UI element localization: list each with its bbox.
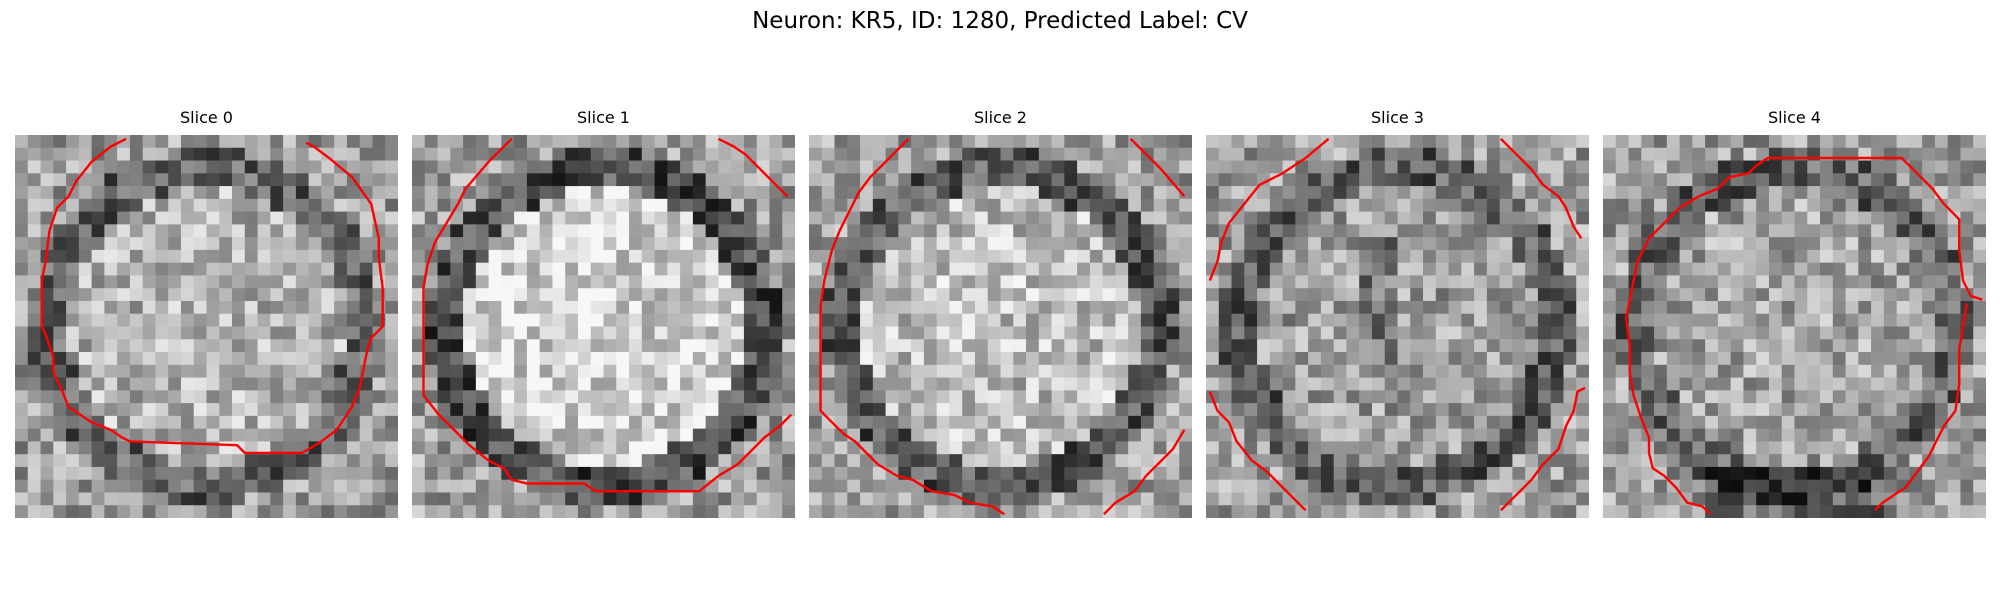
slice-image — [15, 135, 398, 518]
contour-line — [1874, 303, 1968, 512]
slice-contours — [1208, 137, 1586, 512]
slice-image — [809, 135, 1192, 518]
slice-image — [1206, 135, 1589, 518]
slice-contours — [1624, 156, 1983, 516]
slice-pixels — [1206, 135, 1589, 518]
slice-pixels — [809, 135, 1192, 518]
slice-title: Slice 3 — [1371, 108, 1424, 127]
contour-line — [1103, 429, 1186, 516]
slice-contours — [422, 137, 793, 493]
contour-line — [1500, 137, 1583, 240]
slice-title: Slice 2 — [974, 108, 1027, 127]
slice-title: Slice 1 — [577, 108, 630, 127]
contour-line — [1500, 386, 1586, 512]
contour-line — [1208, 391, 1307, 512]
contour-line — [1208, 137, 1330, 281]
slice-title: Slice 4 — [1768, 108, 1821, 127]
figure-title: Neuron: KR5, ID: 1280, Predicted Label: … — [752, 8, 1248, 34]
contour-line — [1129, 137, 1186, 198]
slice-contours — [819, 137, 1186, 516]
slice-image — [412, 135, 795, 518]
contour-line — [422, 137, 793, 493]
slice-image — [1603, 135, 1986, 518]
slice-pixels — [1603, 135, 1986, 518]
contour-line — [40, 137, 384, 455]
slice-pixels — [412, 135, 795, 518]
contour-line — [717, 137, 789, 198]
contour-line — [1624, 156, 1983, 516]
contour-line — [819, 137, 1005, 516]
slice-pixels — [15, 135, 398, 518]
slice-contours — [40, 137, 384, 455]
slice-title: Slice 0 — [180, 108, 233, 127]
